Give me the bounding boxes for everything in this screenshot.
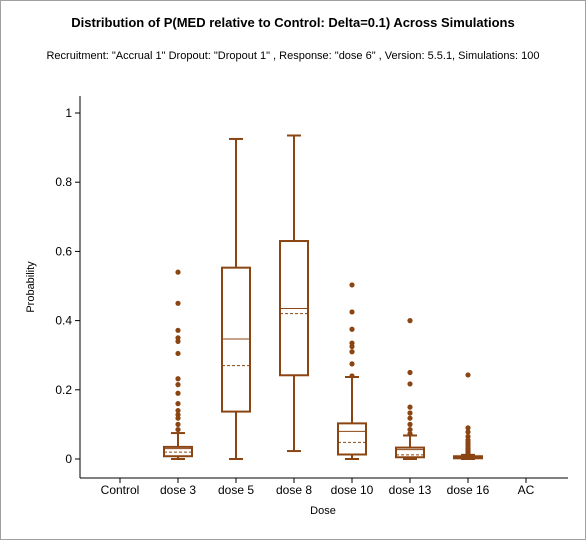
x-ticks: Control dose 3 dose 5 dose 8 dose 10 dose 13 d… [101,478,535,497]
outlier-point [349,373,355,379]
outlier-point [175,376,181,382]
outlier-point [465,429,471,435]
y-tick-label: 0.6 [55,244,72,258]
y-tick-label: 1 [65,106,72,120]
x-tick-label: dose 5 [218,483,254,497]
y-tick-label: 0.4 [55,314,72,328]
outlier-point [407,369,413,376]
chart-subtitle: Recruitment: "Accrual 1" Dropout: "Dropo… [46,50,540,62]
box-dose-3 [163,269,193,460]
y-tick-label: 0.8 [55,175,72,189]
outlier-point [175,426,181,433]
outlier-point [407,318,413,324]
box-dose-16 [453,372,483,460]
outlier-point [175,415,181,421]
x-tick-label: dose 10 [331,483,374,497]
outlier-point [407,426,413,433]
outlier-point [407,415,413,421]
outlier-point [175,300,181,306]
outlier-point [175,407,181,414]
x-tick-label: dose 16 [447,483,490,497]
x-tick-label: dose 13 [389,483,432,497]
outlier-point [465,451,471,457]
outlier-point [349,349,355,355]
y-axis-title: Probability [25,261,37,313]
outlier-point [349,343,355,350]
iqr-box [163,445,193,458]
outlier-point [349,282,355,288]
outlier-point [407,404,413,410]
box-dose-10 [337,282,367,460]
x-tick-label: AC [518,483,535,497]
iqr-box [221,266,251,413]
axes [79,96,568,479]
outlier-point [175,421,181,427]
x-tick-label: Control [101,483,140,497]
box-dose-13 [395,318,425,460]
box-dose-5 [221,137,251,460]
x-axis-title: Dose [310,505,336,517]
x-tick-label: dose 8 [276,483,312,497]
boxes [163,134,483,460]
y-ticks: 0 0.2 0.4 0.6 0.8 1 [55,106,80,466]
outlier-point [175,327,181,333]
outlier-point [465,425,471,431]
y-tick-label: 0.2 [55,383,72,397]
iqr-box [395,446,425,459]
outlier-point [407,410,413,416]
outlier-point [407,421,413,427]
outlier-point [175,382,181,388]
outlier-point [175,338,181,344]
y-tick-label: 0 [65,452,72,466]
outlier-point [465,372,471,378]
outlier-point [407,431,413,437]
box-dose-8 [279,134,309,453]
outlier-point [175,350,181,357]
outlier-point [407,381,413,387]
outlier-point [349,326,355,332]
iqr-box [337,422,367,456]
outlier-point [349,309,355,315]
x-tick-label: dose 3 [160,483,196,497]
chart-title: Distribution of P(MED relative to Contro… [71,15,515,30]
outlier-point [175,390,181,396]
outlier-point [175,401,181,407]
outlier-point [175,269,181,275]
outlier-point [349,361,355,367]
